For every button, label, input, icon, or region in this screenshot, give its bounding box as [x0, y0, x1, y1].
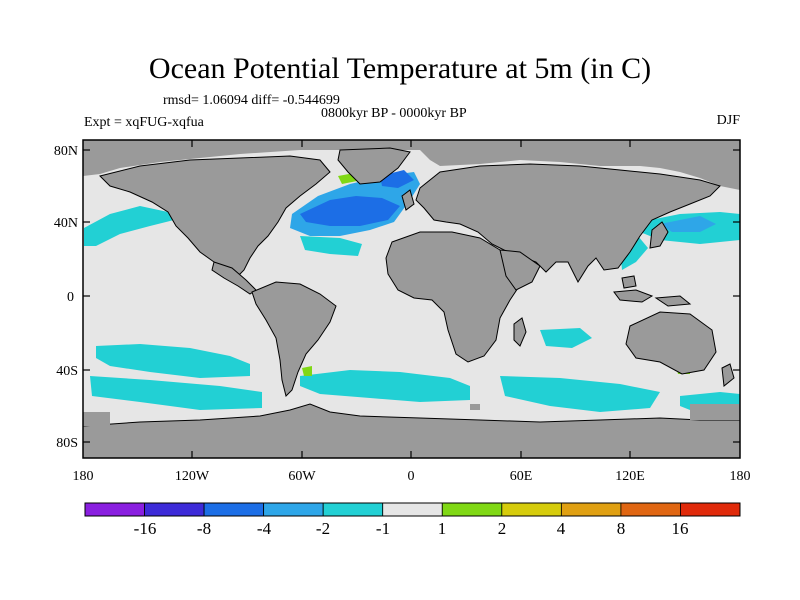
- lon-label: 180: [730, 469, 751, 484]
- map-area: [83, 140, 740, 458]
- south-pacific-lower-cool-band: [90, 376, 262, 410]
- colorbar-label: -8: [197, 519, 211, 538]
- period-label: 0800kyr BP - 0000kyr BP: [321, 106, 467, 121]
- patagonia-warm-patch: [302, 366, 312, 376]
- south-pacific-cool-band: [96, 344, 250, 378]
- lon-label: 120W: [175, 469, 210, 484]
- latitude-axis: 80N 40N 0 40S 80S: [54, 144, 78, 451]
- arctic-land-cap: [83, 140, 740, 190]
- land-masses: [83, 140, 740, 458]
- lat-label: 40N: [54, 216, 78, 231]
- experiment-label: Expt = xqFUG-xqfua: [84, 115, 204, 130]
- lat-label: 80S: [56, 436, 78, 451]
- colorbar-label: 2: [498, 519, 507, 538]
- stats-line: rmsd= 1.06094 diff= -0.544699: [163, 93, 340, 108]
- new-zealand: [721, 363, 735, 387]
- colorbar-label: 1: [438, 519, 447, 538]
- lat-label: 80N: [54, 144, 78, 159]
- north-atlantic-cool-tongue: [300, 236, 362, 256]
- north-america: [99, 155, 331, 279]
- longitude-axis: 180 120W 60W 0 60E 120E 180: [73, 469, 751, 484]
- colorbar-swatch: [322, 502, 384, 517]
- australia: [625, 311, 717, 375]
- lon-label: 60E: [510, 469, 533, 484]
- south-america: [251, 281, 337, 397]
- colorbar-label: -2: [316, 519, 330, 538]
- colorbar-swatch: [501, 502, 562, 517]
- colorbar-swatch: [620, 502, 681, 517]
- colorbar-swatch: [560, 502, 622, 517]
- north-pacific-west-cool-patch: [84, 206, 174, 246]
- colorbar-label: 8: [617, 519, 626, 538]
- colorbar-frame: [84, 502, 741, 517]
- antarctica: [83, 403, 740, 458]
- indonesia-islands: [613, 275, 692, 307]
- colorbar-label: -4: [257, 519, 272, 538]
- europe-asia: [415, 163, 721, 284]
- tick-marks: [83, 140, 740, 458]
- colorbar: [84, 502, 741, 517]
- madagascar: [513, 317, 527, 347]
- colorbar-label: 4: [557, 519, 566, 538]
- colorbar-swatch: [680, 502, 741, 517]
- lat-label: 0: [67, 290, 74, 305]
- lon-label: 180: [73, 469, 94, 484]
- colorbar-label: -1: [376, 519, 390, 538]
- colorbar-swatch: [203, 502, 265, 517]
- indian-ocean-cool-band: [500, 376, 660, 412]
- central-america: [211, 261, 257, 295]
- africa: [385, 231, 523, 363]
- colorbar-swatch: [144, 502, 205, 517]
- colorbar-swatch: [441, 502, 503, 517]
- season-label: DJF: [716, 113, 740, 128]
- colorbar-swatch: [84, 502, 145, 517]
- colorbar-labels: -16 -8 -4 -2 -1 1 2 4 8 16: [134, 519, 689, 538]
- greenland: [337, 147, 411, 185]
- south-atlantic-cool-band: [300, 370, 470, 402]
- chart-title: Ocean Potential Temperature at 5m (in C): [148, 52, 652, 85]
- lon-label: 60W: [288, 469, 316, 484]
- arabia: [499, 249, 541, 291]
- indian-ocean-patch: [540, 328, 592, 348]
- colorbar-swatch: [382, 502, 443, 517]
- lat-label: 40S: [56, 364, 78, 379]
- north-pacific-core-patch: [660, 216, 716, 232]
- colorbar-label: -16: [134, 519, 157, 538]
- colorbar-label: 16: [672, 519, 689, 538]
- british-isles: [401, 189, 415, 211]
- lon-label: 120E: [615, 469, 645, 484]
- colorbar-swatch: [263, 502, 324, 517]
- north-atlantic-deep-cool-patch: [300, 196, 400, 226]
- japan: [649, 221, 669, 249]
- lon-label: 0: [408, 469, 415, 484]
